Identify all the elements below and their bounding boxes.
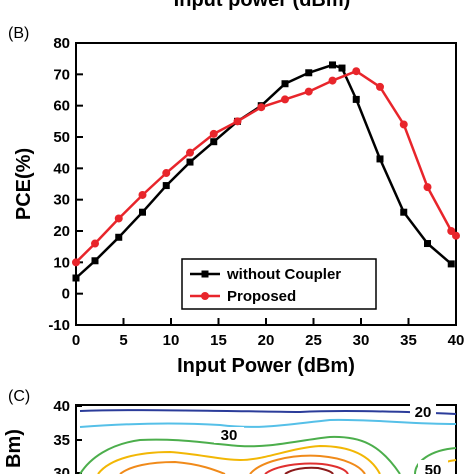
contour-line xyxy=(97,444,381,474)
pce-legend: without Coupler Proposed xyxy=(181,258,377,310)
contour-line xyxy=(264,462,349,474)
pce-x-tick-label: 15 xyxy=(210,332,227,349)
pce-data-point xyxy=(447,260,455,268)
contour-y-axis-label-fragment: Bm) xyxy=(3,429,25,468)
pce-legend-entry: Proposed xyxy=(227,288,296,305)
contour-line xyxy=(249,454,366,474)
pce-x-axis-label: Input Power (dBm) xyxy=(177,355,355,377)
pce-series-line xyxy=(75,69,457,264)
pce-y-tick-label: 40 xyxy=(53,160,70,177)
pce-data-point xyxy=(328,76,337,85)
contour-line xyxy=(414,447,457,474)
pce-legend-entry: without Coupler xyxy=(226,266,341,283)
pce-series-group xyxy=(72,61,460,282)
pce-data-point xyxy=(423,183,432,192)
pce-x-tick-label: 40 xyxy=(448,332,465,349)
pce-y-tick-label: 60 xyxy=(53,98,70,115)
pce-data-point xyxy=(72,274,80,282)
pce-data-point xyxy=(281,80,289,88)
pce-x-tick-label: 30 xyxy=(353,332,370,349)
pce-data-point xyxy=(186,158,194,166)
pce-data-point xyxy=(376,82,384,91)
contour-label-bg xyxy=(214,427,244,443)
pce-legend-box xyxy=(181,258,377,310)
pce-x-tick-label: 20 xyxy=(258,332,275,349)
pce-data-point xyxy=(209,129,218,138)
pce-series-line xyxy=(75,63,453,279)
pce-data-point xyxy=(376,155,384,163)
panel-b-label: (B) xyxy=(8,25,29,42)
contour-label-bg xyxy=(410,404,436,420)
pce-x-axis: 0 5 10 15 20 25 30 35 40 xyxy=(72,318,465,349)
contour-y-tick-label: 30 xyxy=(53,465,70,474)
pce-data-point xyxy=(257,103,266,112)
pce-data-point xyxy=(162,169,171,178)
pce-data-point xyxy=(338,64,346,72)
pce-x-tick-label: 25 xyxy=(305,332,322,349)
contour-y-tick-label: 35 xyxy=(53,432,70,449)
pce-y-tick-label: 80 xyxy=(53,35,70,52)
pce-data-point xyxy=(91,257,99,265)
pce-data-point xyxy=(400,208,408,216)
contour-line xyxy=(79,435,401,474)
pce-y-tick-label: 50 xyxy=(53,129,70,146)
pce-data-point xyxy=(305,69,313,77)
pce-y-tick-label: 0 xyxy=(62,286,70,303)
pce-data-point xyxy=(210,138,218,146)
pce-legend-marker xyxy=(201,292,209,300)
pce-y-tick-label: 20 xyxy=(53,223,70,240)
contour-y-tick-label: 40 xyxy=(53,398,70,415)
pce-data-point xyxy=(352,95,360,103)
pce-legend-marker xyxy=(201,270,209,278)
pce-data-point xyxy=(138,190,147,199)
pce-y-tick-label: -10 xyxy=(48,317,70,334)
contour-level-label: 20 xyxy=(415,404,432,421)
contour-plot-frame xyxy=(75,404,457,474)
pce-data-point xyxy=(304,87,313,96)
pce-y-tick-label: 70 xyxy=(53,66,70,83)
pce-data-point xyxy=(329,61,336,69)
pce-data-point xyxy=(424,240,431,248)
pce-data-point xyxy=(162,182,170,190)
pce-data-point xyxy=(115,233,123,241)
pce-x-tick-label: 35 xyxy=(400,332,417,349)
contour-line xyxy=(119,460,226,474)
pce-data-point xyxy=(399,120,408,129)
pce-data-point xyxy=(452,231,460,240)
pce-data-point xyxy=(186,148,194,157)
pce-y-tick-label: 30 xyxy=(53,192,70,209)
pce-x-tick-label: 0 xyxy=(72,332,80,349)
pce-data-point xyxy=(139,208,146,216)
pce-data-point xyxy=(72,258,80,267)
pce-data-point xyxy=(281,95,289,104)
pce-data-point xyxy=(91,239,99,248)
pce-x-tick-label: 10 xyxy=(163,332,180,349)
pce-data-point xyxy=(114,214,123,223)
pce-data-point xyxy=(233,117,242,126)
panel-c-label: (C) xyxy=(8,388,30,405)
contour-chart: 40 35 30 Bm) 20 30 50 xyxy=(3,398,457,474)
pce-y-axis-label: PCE(%) xyxy=(13,148,35,220)
pce-y-tick-label: 10 xyxy=(53,254,70,271)
contour-level-label: 50 xyxy=(425,462,442,474)
contour-line xyxy=(284,466,334,474)
contour-line xyxy=(79,409,457,415)
contour-line xyxy=(79,418,457,428)
top-panel-xlabel-fragment: Input power (dBm) xyxy=(174,0,351,11)
contour-level-label: 30 xyxy=(221,427,238,444)
pce-x-tick-label: 5 xyxy=(119,332,127,349)
contour-label-bg xyxy=(418,460,448,474)
pce-y-axis: -10 0 10 20 30 40 50 60 70 80 xyxy=(48,35,83,334)
pce-data-point xyxy=(352,67,361,76)
